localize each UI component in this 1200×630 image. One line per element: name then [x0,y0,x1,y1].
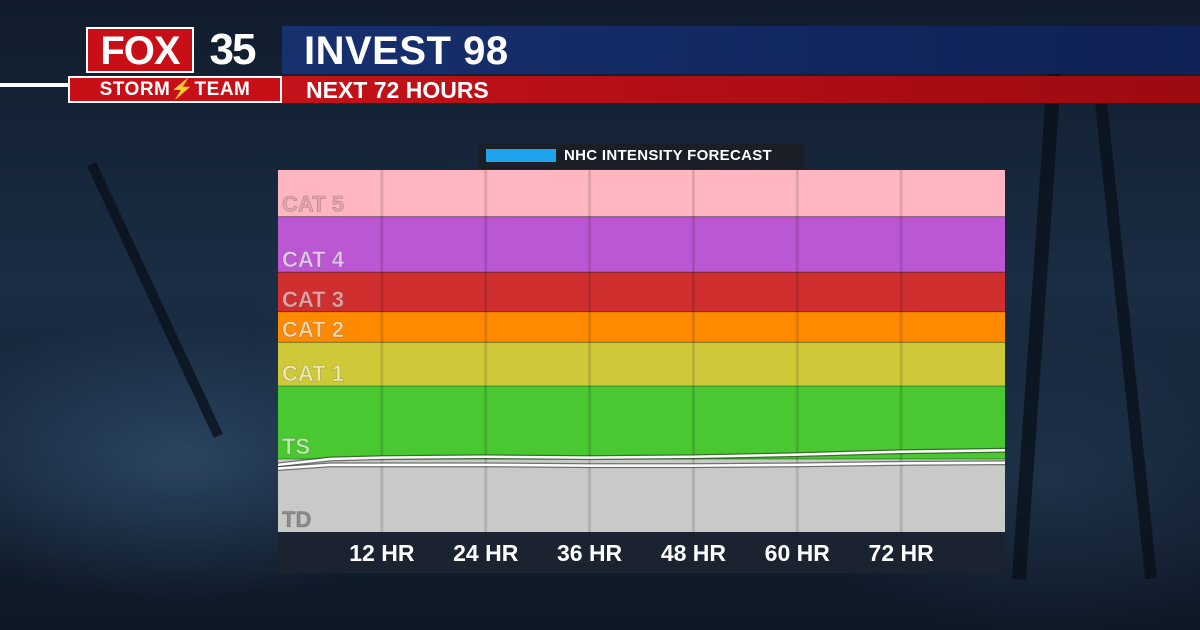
band-label-cat-4: CAT 4 [282,247,345,272]
band-cat-5 [278,170,1005,217]
band-cat-3 [278,272,1005,312]
x-tick-label: 72 HR [869,540,935,566]
x-tick-label: 48 HR [661,540,727,566]
x-tick-label: 12 HR [349,540,415,566]
x-tick-label: 36 HR [557,540,623,566]
header-title: INVEST 98 [304,29,509,73]
intensity-chart: CAT 5 CAT 4 CAT 3 CAT 2 CAT 1 TS TD 12 HR 24 HR 3… [278,170,1005,573]
band-cat-2 [278,311,1005,343]
logo-channel-number: 35 [209,25,257,74]
legend: NHC INTENSITY FORECAST [478,143,805,169]
band-label-td: TD [282,507,311,532]
band-cat-4 [278,216,1005,273]
header-title-bar [282,26,1200,74]
x-tick-label: 24 HR [453,540,519,566]
forecast-line-1 [278,449,1005,467]
band-td [278,459,1005,532]
logo-fox: FOX [86,27,194,73]
band-label-cat-2: CAT 2 [282,317,344,342]
forecast-line-2 [278,461,1005,470]
band-label-cat-3: CAT 3 [282,287,344,312]
band-ts [278,386,1005,460]
band-label-ts: TS [282,434,310,459]
intensity-chart-svg: CAT 5 CAT 4 CAT 3 CAT 2 CAT 1 TS TD 12 HR 24 HR 3… [278,170,1005,573]
x-tick-label: 60 HR [765,540,831,566]
legend-label: NHC INTENSITY FORECAST [564,147,773,164]
logo-storm-team: STORM⚡TEAM [68,76,282,103]
band-label-cat-1: CAT 1 [282,361,344,386]
header-subtitle-bar [282,76,1200,103]
header-subtitle: NEXT 72 HOURS [306,77,489,103]
x-axis-strip [278,532,1005,573]
legend-swatch [486,149,556,162]
band-label-cat-5: CAT 5 [282,192,344,217]
band-cat-1 [278,342,1005,387]
logo-accent-line [0,83,68,87]
